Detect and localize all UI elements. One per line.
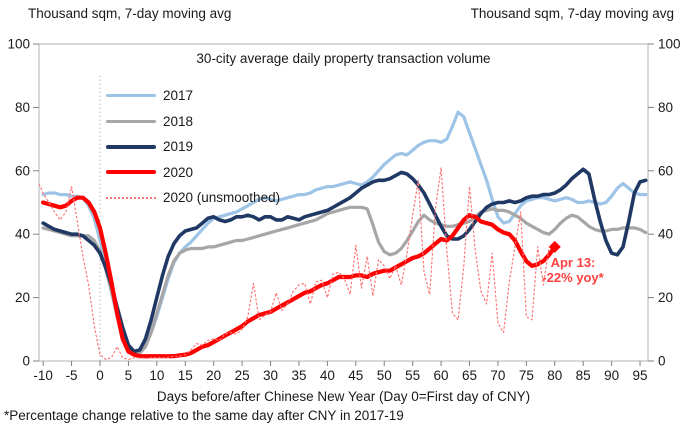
y-tick-label-left: 0 [22,354,30,369]
legend-label: 2020 [163,164,194,180]
annotation-line2: -22% yoy* [542,269,604,285]
y-tick-label-left: 80 [15,100,30,115]
x-tick-label: 0 [96,368,104,383]
x-tick-label: 60 [434,368,449,383]
legend-item-2019: 2019 [106,134,280,160]
legend-item-2020-unsmoothed-: 2020 (unsmoothed) [106,185,280,211]
legend-swatch [106,119,156,123]
x-tick-label: -5 [66,368,78,383]
footnote: *Percentage change relative to the same … [4,408,404,423]
x-tick-label: 50 [377,368,392,383]
legend-item-2020: 2020 [106,160,280,186]
legend-swatch [106,144,156,149]
x-tick-label: 95 [633,368,648,383]
legend-swatch [106,196,156,199]
x-tick-label: 90 [604,368,619,383]
left-axis-unit-label: Thousand sqm, 7-day moving avg [28,6,232,21]
legend-item-2017: 2017 [106,83,280,109]
y-tick-label-right: 40 [658,227,673,242]
x-tick-label: 5 [125,368,133,383]
chart-title: 30-city average daily property transacti… [196,51,491,66]
plot-frame [38,43,649,362]
x-axis-title: Days before/after Chinese New Year (Day … [156,389,531,404]
x-tick-label: 15 [178,368,193,383]
series-end-diamond-marker [548,240,561,253]
y-tick-label-left: 60 [15,163,30,178]
x-tick-label: 70 [490,368,505,383]
x-tick-label: 80 [547,368,562,383]
legend-swatch [106,170,156,175]
legend-item-2018: 2018 [106,109,280,135]
y-tick-label-left: 100 [7,37,30,52]
series-line-2019 [41,167,648,354]
x-tick-label: -10 [33,368,53,383]
series-line-2020 [40,195,557,359]
right-axis-unit-label: Thousand sqm, 7-day moving avg [470,6,674,21]
x-tick-label: 65 [462,368,477,383]
x-tick-label: 20 [206,368,221,383]
y-tick-label-right: 80 [658,100,673,115]
data-annotation: Apr 13: -22% yoy* [527,255,619,286]
legend-swatch [106,94,156,98]
x-tick-label: 10 [149,368,164,383]
x-tick-label: 40 [320,368,335,383]
x-tick-label: 30 [263,368,278,383]
x-tick-label: 25 [235,368,250,383]
series-line-2020-unsmoothed- [39,167,550,360]
legend-label: 2019 [163,139,194,155]
y-tick-label-right: 60 [658,163,673,178]
x-tick-label: 55 [405,368,420,383]
annotation-line1: Apr 13: [550,255,596,270]
y-tick-label-right: 0 [658,354,666,369]
legend-label: 2020 (unsmoothed) [163,190,281,206]
x-tick-label: 45 [348,368,363,383]
legend-label: 2017 [163,88,194,104]
y-tick-label-right: 20 [658,290,673,305]
x-tick-label: 85 [576,368,591,383]
y-tick-label-left: 20 [15,290,30,305]
legend-label: 2018 [163,113,194,129]
series-line-2018 [41,205,648,355]
x-tick-label: 75 [519,368,534,383]
x-tick-label: 35 [291,368,306,383]
y-tick-label-right: 100 [658,37,681,52]
y-tick-label-left: 40 [15,227,30,242]
chart-legend: 2017 2018 2019 2020 2020 (unsmoothed) [106,83,280,211]
